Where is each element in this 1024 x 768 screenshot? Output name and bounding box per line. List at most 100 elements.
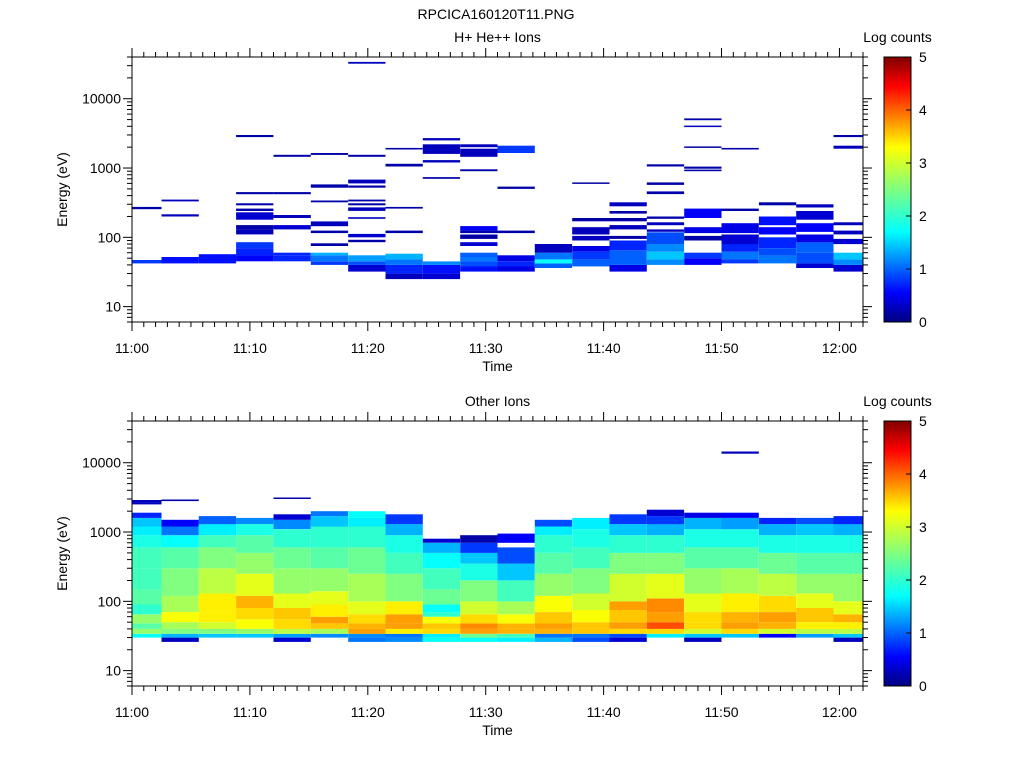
colorbar-tick-label: 3 [919, 519, 927, 535]
heatmap-cell [385, 614, 423, 624]
heatmap-cell [198, 257, 237, 264]
heatmap-cell [460, 169, 498, 172]
heatmap-cell [572, 637, 610, 642]
heatmap-cell [609, 250, 647, 257]
heatmap-cell [534, 535, 573, 553]
heatmap-cell [422, 623, 461, 629]
heatmap-cell [833, 628, 863, 634]
heatmap-cell [310, 628, 349, 634]
heatmap-cell [833, 516, 863, 525]
heatmap-cell [572, 259, 610, 267]
heatmap-cell [796, 633, 834, 638]
heatmap-cell [572, 246, 610, 252]
heatmap-cell [497, 533, 535, 543]
heatmap-cell [721, 234, 759, 245]
heatmap-cell [132, 547, 162, 569]
heatmap-cell [572, 610, 610, 623]
heatmap-cell [273, 529, 311, 548]
heatmap-cell [236, 552, 274, 574]
x-tick-label: 11:30 [469, 340, 503, 356]
heatmap-cell [198, 628, 237, 634]
heatmap-cell [796, 535, 834, 553]
heatmap-cell [572, 622, 610, 629]
heatmap-cell [460, 563, 498, 581]
y-axis-label: Energy (eV) [54, 152, 70, 227]
heatmap-cell [273, 497, 311, 499]
colorbar: Log counts 0 1 2 3 4 5 [863, 393, 932, 694]
heatmap-cell [721, 568, 759, 594]
heatmap-cell [348, 526, 386, 548]
colorbar-tick-label: 0 [919, 678, 927, 694]
heatmap-cell [385, 524, 423, 536]
heatmap-cell [646, 251, 685, 260]
heatmap-cell [609, 535, 647, 553]
x-tick-label: 11:20 [351, 704, 385, 720]
heatmap-cell [646, 164, 685, 167]
heatmap-cell [796, 608, 834, 623]
heatmap-cell [684, 227, 722, 234]
heatmap-cell [833, 230, 863, 235]
y-axis: 10 100 1000 10000 [82, 420, 872, 687]
heatmap-cell [721, 547, 759, 569]
heatmap-cell [833, 535, 863, 553]
heatmap-cell [422, 552, 461, 569]
heatmap-cell [646, 232, 685, 244]
heatmap-cell [796, 593, 834, 608]
colorbar: Log counts 0 1 2 3 4 5 [863, 29, 932, 330]
heatmap-cell [609, 218, 647, 222]
heatmap-cell [161, 535, 199, 548]
heatmap-cell [198, 612, 237, 623]
heatmap-cell [684, 622, 722, 629]
heatmap-cell [422, 177, 461, 179]
heatmap-cell [609, 573, 647, 602]
heatmap-cell [132, 633, 162, 638]
heatmap-cell [758, 628, 797, 634]
heatmap-cell [348, 511, 386, 518]
heatmap-cell [684, 517, 722, 530]
heatmap-cell [422, 138, 461, 141]
heatmap-cell [385, 253, 423, 260]
heatmap-cell [497, 601, 535, 615]
heatmap-cell [348, 573, 386, 602]
heatmap-cell [310, 261, 349, 265]
heatmap-cell [758, 237, 797, 248]
heatmap-cell [572, 235, 610, 241]
heatmap-cell [758, 633, 797, 638]
heatmap-cell [310, 230, 349, 234]
heatmap-cell [273, 252, 311, 256]
heatmap-cell [721, 244, 759, 252]
heatmap-cell [422, 616, 461, 624]
heatmap-cell [609, 524, 647, 536]
heatmap-cell [758, 216, 797, 226]
heatmap-cell [132, 500, 162, 503]
heatmap-cell [684, 235, 722, 241]
plot-frame [131, 56, 864, 323]
heatmap-cell [609, 552, 647, 574]
heatmap-cell [758, 622, 797, 629]
heatmap-cell [497, 633, 535, 638]
heatmap-cell [348, 614, 386, 624]
heatmap-cell [422, 538, 461, 543]
colorbar-tick-label: 0 [919, 314, 927, 330]
heatmap-cell [310, 547, 349, 569]
heatmap-cell [572, 547, 610, 569]
heatmap-cell [161, 622, 199, 629]
heatmap-cell [684, 628, 722, 634]
heatmap-cell [534, 263, 573, 268]
heatmap-cell [721, 147, 759, 150]
heatmap-cell [684, 568, 722, 594]
heatmap-cell [310, 604, 349, 617]
heatmap-cell [236, 608, 274, 620]
panel-title: H+ He++ Ions [454, 29, 541, 45]
x-axis: 11:00 11:10 11:20 11:30 11:40 11:50 12:00 [115, 48, 864, 356]
heatmap-cell [273, 628, 311, 634]
heatmap-cell [348, 217, 386, 219]
y-axis: 10 100 1000 10000 [82, 56, 872, 323]
heatmap-cell [833, 633, 863, 638]
heatmap-cell [684, 169, 722, 172]
heatmap-cell [758, 517, 797, 525]
heatmap-cell [833, 601, 863, 615]
heatmap-cell [758, 524, 797, 536]
heatmap-cell [460, 234, 498, 239]
